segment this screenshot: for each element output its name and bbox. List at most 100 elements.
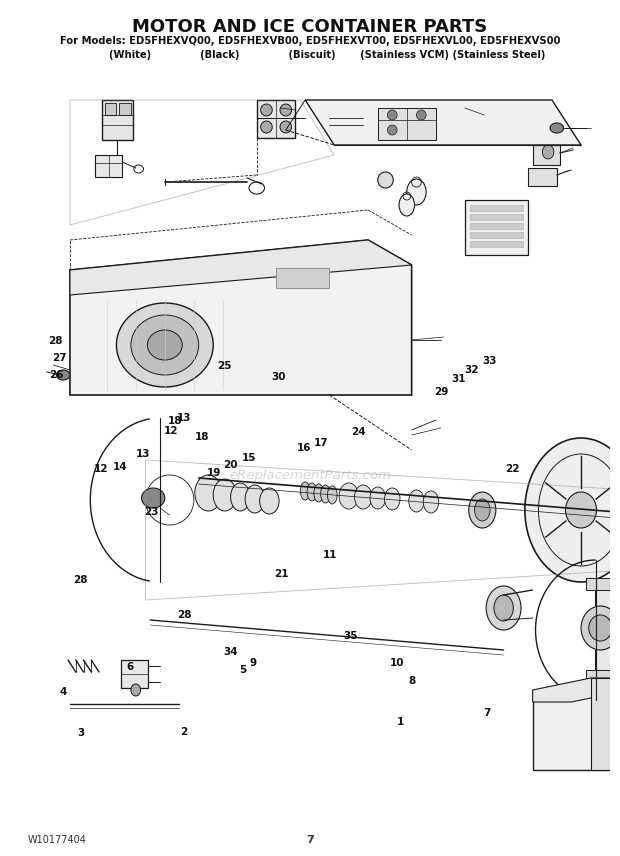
- Text: 9: 9: [249, 658, 257, 669]
- Text: 14: 14: [112, 461, 127, 472]
- Text: 22: 22: [505, 464, 520, 474]
- Text: 28: 28: [74, 575, 88, 586]
- Ellipse shape: [378, 172, 393, 188]
- Text: 23: 23: [144, 507, 158, 517]
- Ellipse shape: [474, 499, 490, 521]
- Ellipse shape: [231, 483, 250, 511]
- Text: 3: 3: [77, 728, 84, 738]
- Polygon shape: [70, 240, 412, 395]
- Ellipse shape: [525, 438, 620, 582]
- Ellipse shape: [370, 487, 386, 509]
- Text: 33: 33: [483, 356, 497, 366]
- Text: 6: 6: [126, 662, 133, 672]
- Text: 12: 12: [164, 425, 178, 436]
- Text: 18: 18: [195, 431, 209, 442]
- Text: 18: 18: [168, 416, 182, 426]
- Bar: [586, 670, 620, 682]
- Bar: [528, 168, 557, 186]
- Bar: [257, 100, 296, 138]
- Bar: [105, 103, 117, 115]
- Text: (White)              (Black)              (Biscuit)       (Stainless VCM) (Stain: (White) (Black) (Biscuit) (Stainless VCM…: [74, 50, 546, 60]
- Bar: [533, 145, 560, 165]
- Polygon shape: [596, 580, 620, 680]
- Bar: [533, 690, 620, 770]
- Text: 21: 21: [274, 568, 288, 579]
- Text: 13: 13: [136, 449, 151, 459]
- Text: MOTOR AND ICE CONTAINER PARTS: MOTOR AND ICE CONTAINER PARTS: [133, 18, 487, 36]
- Polygon shape: [305, 100, 581, 145]
- Ellipse shape: [355, 485, 372, 509]
- Text: 24: 24: [351, 427, 365, 437]
- Ellipse shape: [260, 104, 272, 116]
- Ellipse shape: [321, 485, 330, 503]
- Ellipse shape: [131, 684, 141, 696]
- Bar: [122, 660, 148, 688]
- Text: 10: 10: [390, 658, 404, 669]
- Ellipse shape: [300, 482, 310, 500]
- Ellipse shape: [327, 486, 337, 504]
- Ellipse shape: [388, 125, 397, 135]
- Ellipse shape: [280, 121, 291, 133]
- Bar: [378, 108, 436, 140]
- Text: 2: 2: [180, 727, 188, 737]
- Bar: [95, 155, 122, 177]
- Bar: [470, 223, 523, 229]
- Text: 28: 28: [48, 336, 62, 346]
- Ellipse shape: [141, 488, 165, 508]
- Ellipse shape: [494, 595, 513, 621]
- Polygon shape: [70, 240, 412, 295]
- Text: 17: 17: [314, 438, 328, 449]
- Ellipse shape: [148, 330, 182, 360]
- Text: 27: 27: [52, 353, 66, 363]
- Ellipse shape: [542, 145, 554, 159]
- Text: 15: 15: [242, 453, 256, 463]
- Ellipse shape: [423, 491, 439, 513]
- Text: 26: 26: [50, 370, 64, 380]
- Text: 29: 29: [433, 387, 448, 397]
- Bar: [470, 214, 523, 220]
- Text: 5: 5: [239, 665, 246, 675]
- Ellipse shape: [486, 586, 521, 630]
- Text: 8: 8: [409, 675, 415, 686]
- Text: 19: 19: [207, 467, 221, 478]
- Text: 7: 7: [484, 708, 490, 718]
- Ellipse shape: [407, 179, 426, 205]
- Text: 11: 11: [322, 550, 337, 560]
- Ellipse shape: [280, 104, 291, 116]
- Text: 34: 34: [223, 647, 238, 657]
- Text: 25: 25: [218, 361, 232, 372]
- Text: 13: 13: [177, 413, 191, 423]
- Ellipse shape: [384, 488, 400, 510]
- Text: 12: 12: [94, 464, 108, 474]
- Polygon shape: [591, 678, 620, 770]
- Ellipse shape: [589, 615, 612, 641]
- Ellipse shape: [417, 110, 426, 120]
- Text: W10177404: W10177404: [27, 835, 86, 845]
- Text: 7: 7: [306, 835, 314, 845]
- Ellipse shape: [131, 315, 198, 375]
- Bar: [119, 103, 131, 115]
- Bar: [470, 205, 523, 211]
- Text: 30: 30: [272, 372, 286, 382]
- Ellipse shape: [117, 303, 213, 387]
- Polygon shape: [533, 678, 620, 702]
- Ellipse shape: [260, 121, 272, 133]
- Ellipse shape: [56, 370, 70, 380]
- Text: For Models: ED5FHEXVQ00, ED5FHEXVB00, ED5FHEXVT00, ED5FHEXVL00, ED5FHEXVS00: For Models: ED5FHEXVQ00, ED5FHEXVB00, ED…: [60, 36, 560, 46]
- Ellipse shape: [339, 483, 358, 509]
- Ellipse shape: [581, 606, 620, 650]
- Ellipse shape: [550, 123, 564, 133]
- Text: 35: 35: [343, 631, 358, 641]
- Ellipse shape: [409, 490, 424, 512]
- Ellipse shape: [314, 484, 324, 502]
- Ellipse shape: [213, 479, 236, 511]
- Bar: [470, 232, 523, 238]
- Bar: [586, 578, 620, 590]
- Ellipse shape: [469, 492, 496, 528]
- Ellipse shape: [195, 475, 222, 511]
- Text: 1: 1: [396, 716, 404, 727]
- Ellipse shape: [245, 485, 265, 513]
- Text: eReplacementParts.com: eReplacementParts.com: [229, 468, 391, 482]
- Text: 20: 20: [224, 460, 238, 470]
- Text: 28: 28: [177, 609, 191, 620]
